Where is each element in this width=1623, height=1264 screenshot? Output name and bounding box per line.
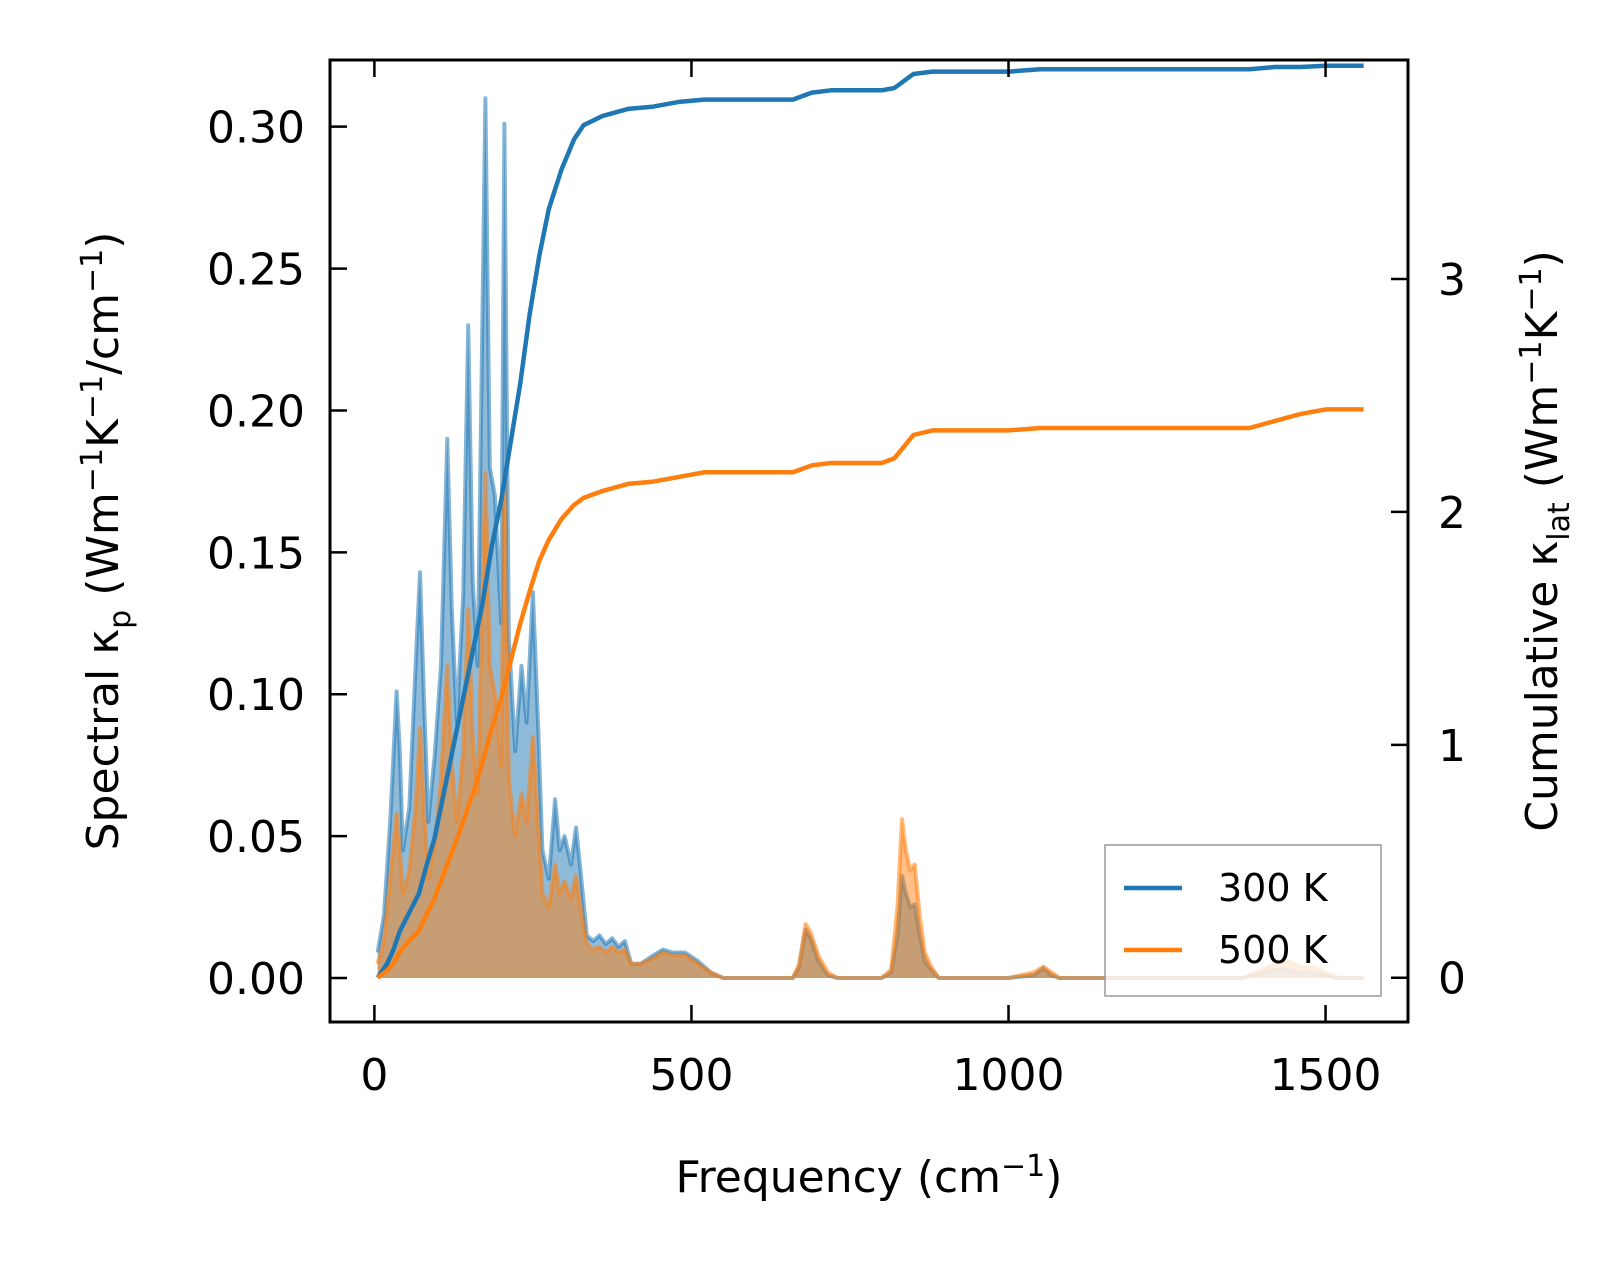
y-left-tick-label: 0.30 [207,103,305,154]
cumulative-line-300k [375,63,1364,979]
legend-label-500k: 500 K [1218,928,1329,972]
y-right-tick-label: 0 [1438,954,1466,1005]
x-tick-label: 0 [360,1050,388,1101]
plot-frame [328,58,1410,1024]
legend-box [1104,844,1382,997]
y-left-tick-label: 0.20 [207,386,305,437]
y-left-tick-label: 0.25 [207,245,305,296]
spectral-area-500k [377,472,1364,979]
y-left-tick-label: 0.15 [207,528,305,579]
y-left-tick-label: 0.10 [207,670,305,721]
y-axis-left-label: Spectral κp (Wm−1K−1/cm−1) [75,232,138,851]
x-tick-label: 1000 [953,1050,1065,1101]
cumulative-line-500k [376,407,1364,980]
y-left-tick-label: 0.05 [207,812,305,863]
x-axis-label: Frequency (cm−1) [676,1149,1063,1203]
y-right-tick-label: 2 [1438,488,1466,539]
x-tick-label: 500 [649,1050,733,1101]
legend-label-300k: 300 K [1218,866,1329,910]
y-right-tick-label: 1 [1438,721,1466,772]
y-left-tick-label: 0.00 [207,954,305,1005]
y-axis-right-label: Cumulative κlat (Wm−1K−1) [1514,250,1577,832]
y-right-tick-label: 3 [1438,255,1466,306]
x-tick-label: 1500 [1270,1050,1382,1101]
spectral-line-500k [375,470,1364,980]
legend: 300 K 500 K [1104,844,1382,997]
